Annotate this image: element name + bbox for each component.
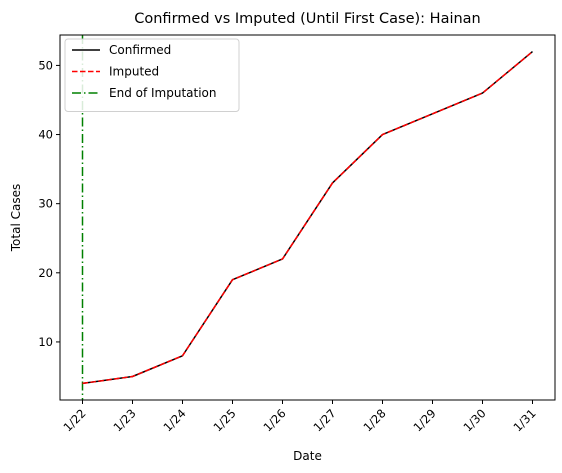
y-tick-label: 50 — [38, 58, 53, 72]
legend: Confirmed Imputed End of Imputation — [64, 38, 240, 112]
x-axis-label: Date — [293, 449, 322, 463]
legend-label: Confirmed — [109, 43, 171, 57]
legend-label: End of Imputation — [109, 86, 217, 100]
axes-frame — [59, 34, 556, 401]
x-tick-label: 1/27 — [310, 406, 338, 434]
x-tick-label: 1/28 — [360, 406, 388, 434]
x-tick-label: 1/25 — [210, 406, 238, 434]
y-tick-label: 10 — [38, 335, 53, 349]
x-tick-label: 1/30 — [460, 406, 488, 434]
legend-label: Imputed — [109, 65, 159, 79]
x-tick-label: 1/24 — [160, 406, 188, 434]
x-tick-label: 1/26 — [260, 406, 288, 434]
y-tick-label: 20 — [38, 266, 53, 280]
x-tick-label: 1/29 — [410, 406, 438, 434]
chart-title: Confirmed vs Imputed (Until First Case):… — [134, 11, 481, 27]
y-tick-label: 30 — [38, 197, 53, 211]
series-line-imputed — [82, 51, 533, 385]
x-tick-label: 1/31 — [510, 406, 538, 434]
x-tick-label: 1/23 — [110, 406, 138, 434]
y-axis-label: Total Cases — [9, 184, 23, 252]
legend-box — [64, 38, 240, 112]
x-tick-label: 1/22 — [60, 406, 88, 434]
y-tick-label: 40 — [38, 128, 53, 142]
